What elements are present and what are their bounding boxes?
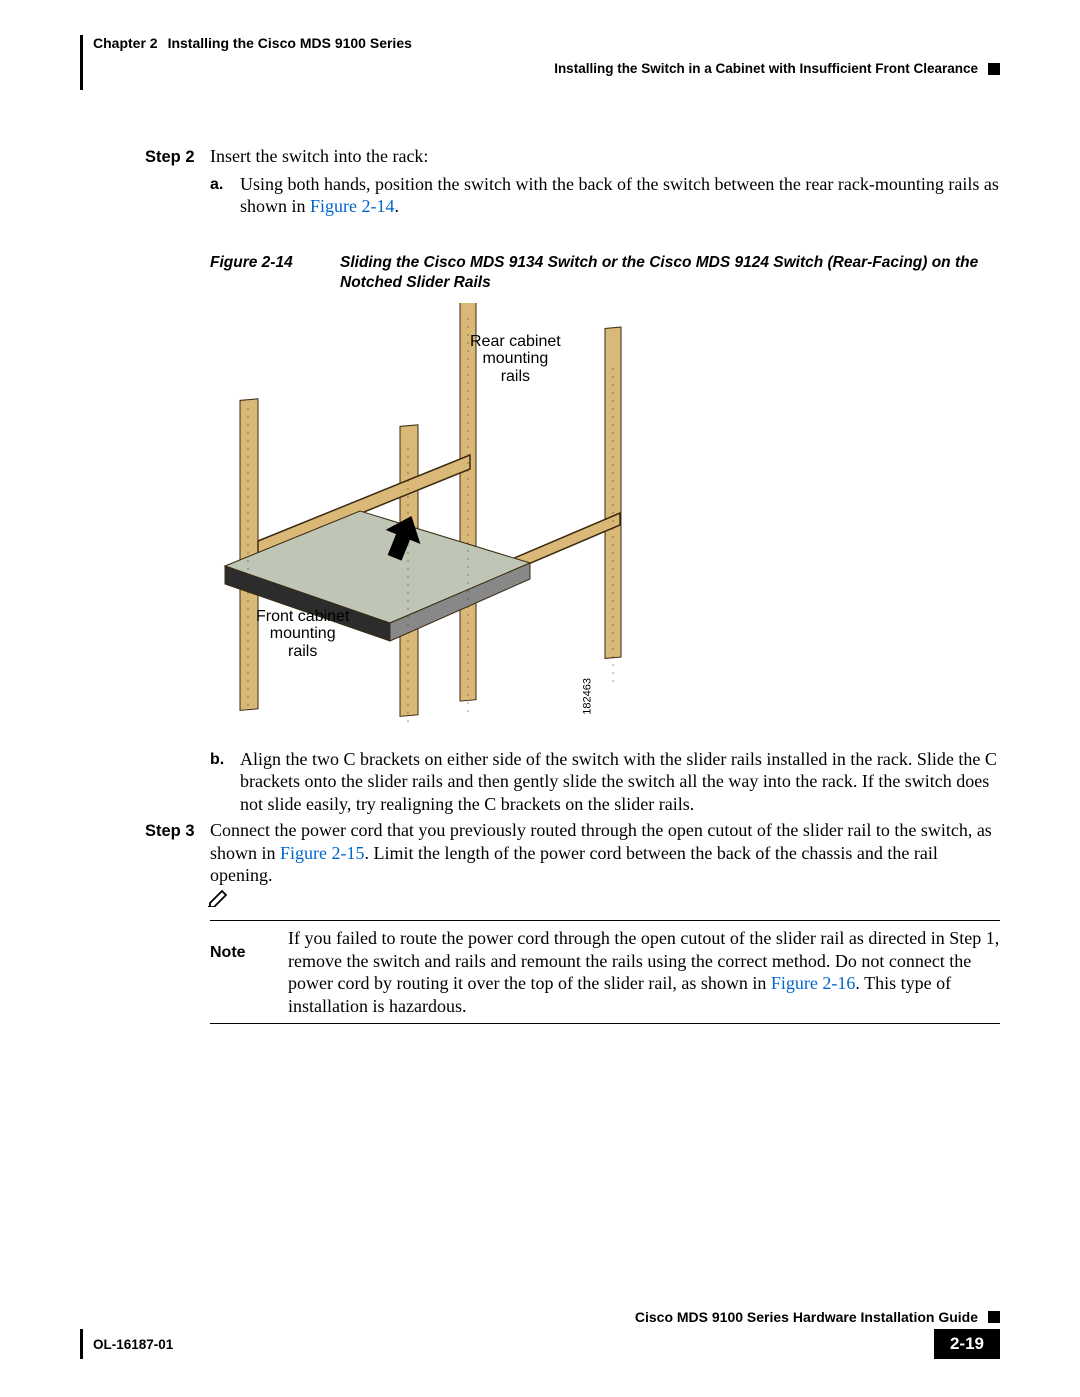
figure-caption: Figure 2-14 Sliding the Cisco MDS 9134 S… <box>210 253 1000 293</box>
page: Chapter 2 Installing the Cisco MDS 9100 … <box>0 0 1080 1397</box>
header-top-row: Chapter 2 Installing the Cisco MDS 9100 … <box>83 35 1000 51</box>
rear-rail-label: Rear cabinet mounting rails <box>470 333 561 386</box>
footer-guide-title: Cisco MDS 9100 Series Hardware Installat… <box>635 1309 978 1325</box>
figure-number: Figure 2-14 <box>210 253 340 293</box>
section-title: Installing the Switch in a Cabinet with … <box>554 61 978 76</box>
step-2-text: Insert the switch into the rack: <box>210 146 428 166</box>
step-2: Step 2 Insert the switch into the rack: … <box>80 145 1000 218</box>
figure-2-16-link[interactable]: Figure 2-16 <box>771 973 856 993</box>
footer-guide-row: Cisco MDS 9100 Series Hardware Installat… <box>80 1309 1000 1325</box>
sub-body-b-text: Align the two C brackets on either side … <box>240 748 1000 816</box>
figure-2-15-link[interactable]: Figure 2-15 <box>280 843 365 863</box>
step-3-label: Step 3 <box>80 819 210 887</box>
step-2a: a. Using both hands, position the switch… <box>210 173 1000 218</box>
step-body: Insert the switch into the rack: a. Usin… <box>210 145 1000 218</box>
chapter-number: Chapter 2 <box>93 35 158 51</box>
footer-bar: OL-16187-01 2-19 <box>80 1329 1000 1359</box>
sub-body-a: Using both hands, position the switch wi… <box>240 173 1000 218</box>
chapter-title: Installing the Cisco MDS 9100 Series <box>168 35 412 51</box>
step-3: Step 3 Connect the power cord that you p… <box>80 819 1000 887</box>
note-text: If you failed to route the power cord th… <box>288 927 1000 1017</box>
front-l1: Front cabinet <box>256 608 349 625</box>
footer-marker-icon <box>988 1311 1000 1323</box>
step2a-text2: . <box>395 196 400 216</box>
step-label-spacer <box>80 748 210 816</box>
figure-2-14-diagram: Rear cabinet mounting rails Front cabine… <box>210 303 1000 743</box>
rack-diagram-svg <box>210 303 710 743</box>
sub-label-a: a. <box>210 173 240 218</box>
step-3-body: Connect the power cord that you previous… <box>210 819 1000 887</box>
page-header: Chapter 2 Installing the Cisco MDS 9100 … <box>80 35 1000 90</box>
header-marker-icon <box>988 63 1000 75</box>
footer-page-number: 2-19 <box>934 1329 1000 1359</box>
footer-doc-id: OL-16187-01 <box>83 1337 173 1352</box>
figure-2-14-link[interactable]: Figure 2-14 <box>310 196 395 216</box>
front-rail-label: Front cabinet mounting rails <box>256 608 349 661</box>
step-2b-row: b. Align the two C brackets on either si… <box>80 748 1000 816</box>
sub-label-b: b. <box>210 748 240 816</box>
note-pen-icon <box>208 889 1000 913</box>
front-l3: rails <box>288 643 317 660</box>
step-body-b: b. Align the two C brackets on either si… <box>210 748 1000 816</box>
step-label: Step 2 <box>80 145 210 218</box>
header-section-row: Installing the Switch in a Cabinet with … <box>83 61 1000 76</box>
rear-l1: Rear cabinet <box>470 333 561 350</box>
note-block: Note If you failed to route the power co… <box>210 920 1000 1024</box>
rear-l3: rails <box>501 368 530 385</box>
note-label: Note <box>210 927 288 1017</box>
step-2b: b. Align the two C brackets on either si… <box>210 748 1000 816</box>
figure-title: Sliding the Cisco MDS 9134 Switch or the… <box>340 253 1000 293</box>
page-content: Step 2 Insert the switch into the rack: … <box>80 90 1000 1024</box>
front-l2: mounting <box>270 625 336 642</box>
page-footer: Cisco MDS 9100 Series Hardware Installat… <box>80 1309 1000 1359</box>
rear-l2: mounting <box>482 350 548 367</box>
diagram-id: 182463 <box>581 678 595 715</box>
